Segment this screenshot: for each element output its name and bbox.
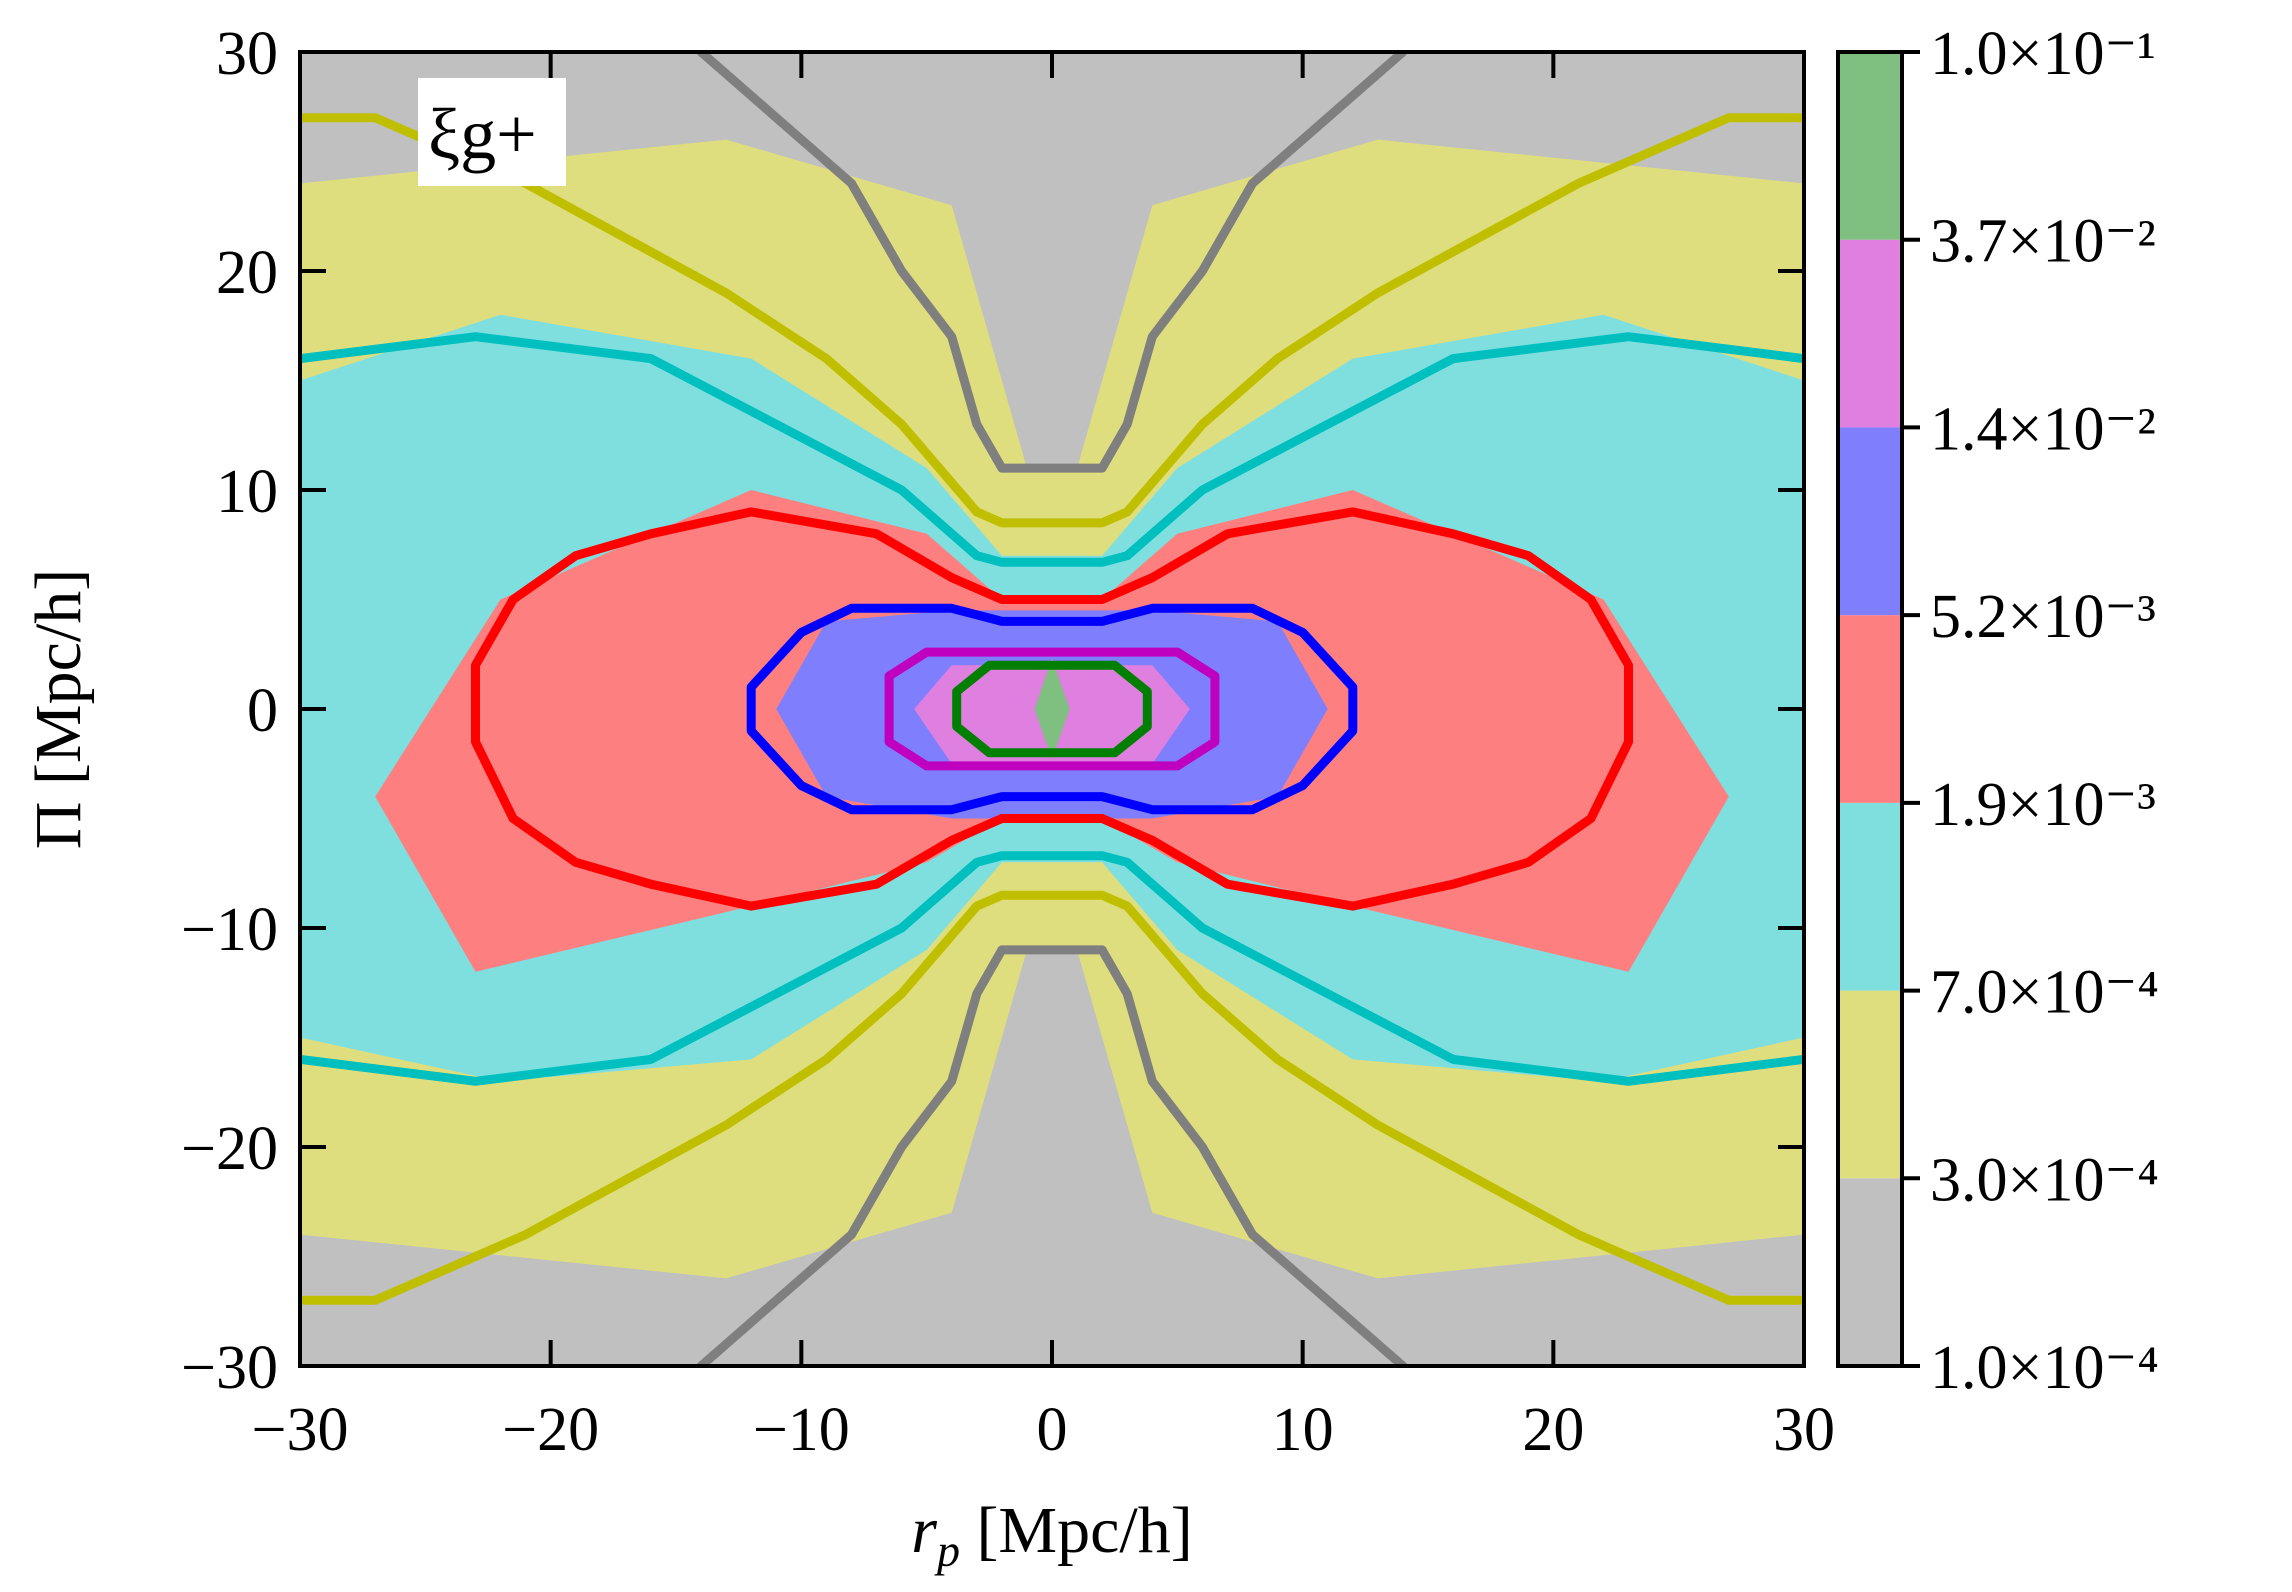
x-tick-label: 30 bbox=[1773, 1396, 1835, 1464]
colorbar-band-4 bbox=[1838, 615, 1902, 803]
axis-ticks: −30 −20 −10 0 10 20 30 30 20 10 0 −10 −20 −30 bbox=[181, 20, 1835, 1464]
x-tick-label: 20 bbox=[1522, 1396, 1584, 1464]
contour-line-1-1 bbox=[696, 52, 1408, 473]
contour-line-1-2 bbox=[696, 945, 1408, 1366]
colorbar-band-1 bbox=[1838, 1178, 1902, 1366]
colorbar-label: 3.0×10⁻⁴ bbox=[1930, 1146, 2159, 1214]
contour-line-2-2 bbox=[300, 890, 1804, 1305]
colorbar-label: 5.2×10⁻³ bbox=[1930, 583, 2156, 651]
contour-line-2-1 bbox=[300, 113, 1804, 528]
colorbar-label: 3.7×10⁻² bbox=[1930, 208, 2156, 276]
y-tick-label: 10 bbox=[216, 458, 278, 526]
y-tick-label: 20 bbox=[216, 239, 278, 307]
annotation-box bbox=[418, 78, 566, 186]
colorbar-frame bbox=[1836, 50, 1904, 1368]
y-tick-label: 30 bbox=[216, 20, 278, 88]
colorbar-band-5 bbox=[1838, 427, 1902, 616]
filled-contour-band-7 bbox=[1034, 658, 1070, 760]
contour-line-6-1 bbox=[884, 647, 1220, 771]
y-axis-title: Π [Mpc/h] bbox=[22, 569, 95, 849]
contour-line-3-2 bbox=[300, 851, 1804, 1086]
annotation-label: ξg+ bbox=[428, 94, 537, 174]
contour-lines bbox=[300, 52, 1804, 1366]
x-tick-label: −30 bbox=[252, 1396, 349, 1464]
y-tick-label: −10 bbox=[181, 896, 278, 964]
annotation: ξg+ bbox=[418, 78, 566, 186]
y-tick-label: −30 bbox=[181, 1334, 278, 1402]
colorbar-label: 7.0×10⁻⁴ bbox=[1930, 959, 2159, 1027]
colorbar-band-3 bbox=[1838, 802, 1902, 991]
colorbar-label: 1.0×10⁻⁴ bbox=[1930, 1334, 2159, 1402]
x-tick-label: −10 bbox=[753, 1396, 850, 1464]
y-tick-label: 0 bbox=[247, 677, 278, 745]
x-tick-label: 0 bbox=[1037, 1396, 1068, 1464]
x-axis-title: rp [Mpc/h] bbox=[911, 1494, 1192, 1576]
contour-line-3-1 bbox=[300, 332, 1804, 567]
colorbar-band-2 bbox=[1838, 990, 1902, 1179]
colorbar: 1.0×10⁻⁴ 3.0×10⁻⁴ 7.0×10⁻⁴ 1.9×10⁻³ 5.2×10⁻³… bbox=[1836, 20, 2159, 1402]
colorbar-label: 1.0×10⁻¹ bbox=[1930, 20, 2156, 88]
x-tick-label: 10 bbox=[1272, 1396, 1334, 1464]
contour-line-4-1 bbox=[471, 507, 1633, 911]
colorbar-label: 1.9×10⁻³ bbox=[1930, 771, 2156, 839]
colorbar-band-7 bbox=[1838, 52, 1902, 240]
colorbar-band-6 bbox=[1838, 239, 1902, 428]
x-tick-label: −20 bbox=[502, 1396, 599, 1464]
contour-line-7-1 bbox=[952, 660, 1152, 758]
contour-line-5-1 bbox=[746, 603, 1358, 815]
filled-contours bbox=[300, 52, 1804, 1366]
y-tick-label: −20 bbox=[181, 1115, 278, 1183]
colorbar-label: 1.4×10⁻² bbox=[1930, 395, 2156, 463]
